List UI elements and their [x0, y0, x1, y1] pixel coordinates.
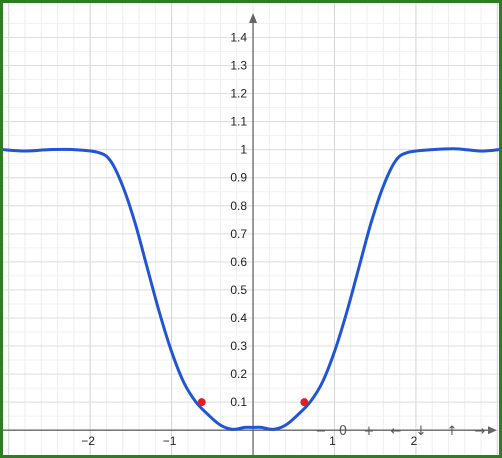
y-tick-label: 0.9 [230, 171, 247, 185]
y-tick-label: 0.7 [230, 227, 247, 241]
y-tick-label: 1 [240, 143, 247, 157]
chart-plot[interactable]: 0.1 0.2 0.3 0.4 0.5 0.6 0.7 0.8 0.9 1 1.1 1.2 1.3 1.4… [3, 3, 499, 455]
x-tick-label: 1 [329, 434, 336, 448]
y-tick-label: 1.1 [230, 115, 247, 129]
highlight-point [197, 398, 206, 407]
control-0[interactable]: − [316, 424, 327, 439]
y-tick-label: 0.8 [230, 199, 247, 213]
y-tick-label: 0.1 [230, 395, 247, 409]
control-2[interactable]: + [364, 424, 375, 439]
series-layer [3, 147, 499, 431]
x-tick-label: −2 [81, 434, 95, 448]
axes [3, 13, 497, 455]
y-tick-label: 1.2 [230, 87, 247, 101]
y-tick-labels: 0.1 0.2 0.3 0.4 0.5 0.6 0.7 0.8 0.9 1 1.1 1.2 1.3 1.4 [230, 30, 247, 409]
control-1[interactable]: 0 [339, 424, 347, 439]
highlight-points [197, 398, 309, 407]
control-4[interactable]: ↓ [416, 424, 427, 439]
highlight-point [300, 398, 309, 407]
control-6[interactable]: → [475, 424, 486, 439]
y-tick-label: 0.2 [230, 367, 247, 381]
y-tick-label: 0.5 [230, 283, 247, 297]
y-tick-label: 1.3 [230, 58, 247, 72]
x-tick-label: 2 [411, 434, 418, 448]
x-tick-label: −1 [163, 434, 177, 448]
minor-grid [3, 3, 499, 455]
y-tick-label: 1.4 [230, 30, 247, 44]
series-line [3, 147, 499, 431]
graph-controls[interactable]: −0 + ← ↓ ↑ → [316, 424, 486, 439]
x-tick-labels: −2 −1 1 2 [81, 434, 417, 448]
control-5[interactable]: ↑ [447, 424, 458, 439]
y-axis-arrow [249, 13, 258, 23]
y-tick-label: 0.4 [230, 311, 247, 325]
y-tick-label: 0.6 [230, 255, 247, 269]
major-grid [3, 3, 499, 455]
y-tick-label: 0.3 [230, 339, 247, 353]
x-axis-arrow [488, 426, 497, 435]
control-3[interactable]: ← [391, 424, 402, 439]
